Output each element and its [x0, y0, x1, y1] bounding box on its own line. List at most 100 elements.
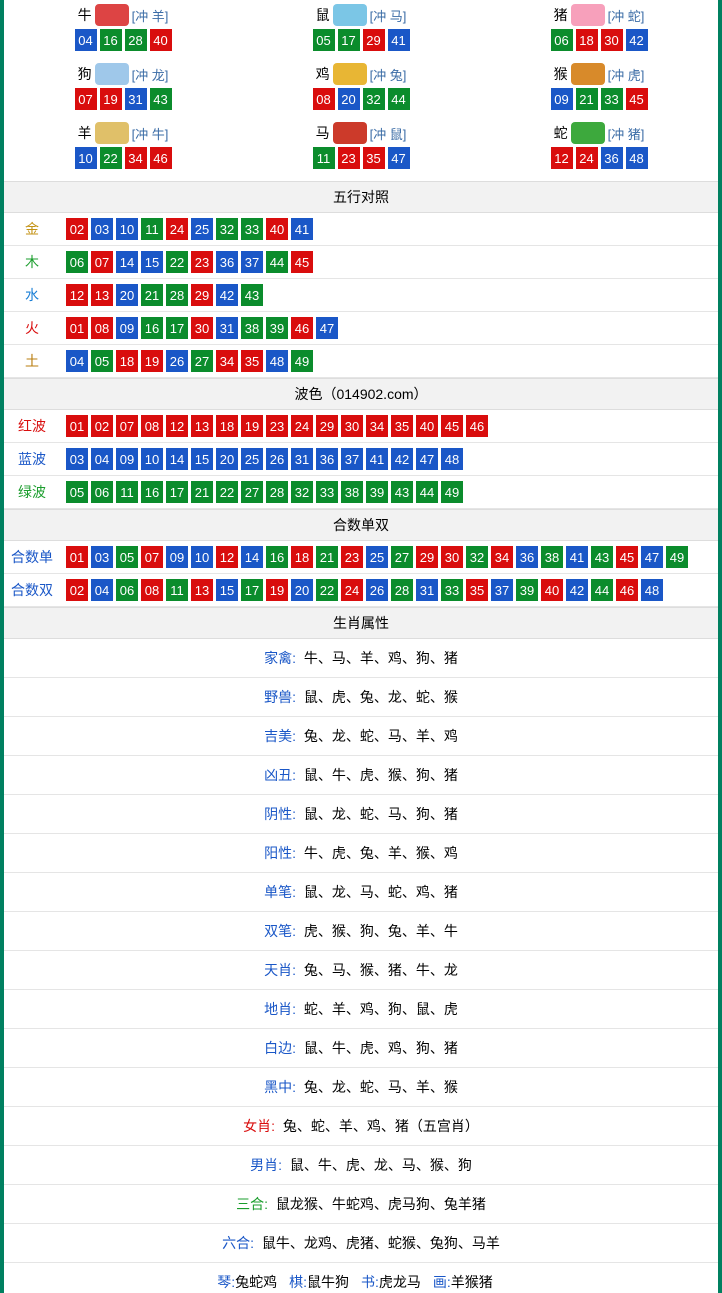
attr-value: 鼠、虎、兔、龙、蛇、猴	[300, 689, 458, 705]
zodiac-cell-羊: 羊[冲 牛]10223446	[4, 120, 242, 175]
row-key: 土	[4, 345, 60, 378]
zodiac-name: 羊	[78, 123, 92, 143]
num-16: 16	[100, 29, 122, 51]
num-46: 46	[150, 147, 172, 169]
num-33: 33	[441, 579, 463, 601]
num-38: 38	[241, 317, 263, 339]
num-49: 49	[666, 546, 688, 568]
num-32: 32	[291, 481, 313, 503]
num-33: 33	[601, 88, 623, 110]
num-43: 43	[391, 481, 413, 503]
zodiac-cell-鸡: 鸡[冲 兔]08203244	[242, 61, 480, 116]
num-23: 23	[341, 546, 363, 568]
num-21: 21	[316, 546, 338, 568]
num-29: 29	[416, 546, 438, 568]
attr-value: 兔、龙、蛇、马、羊、鸡	[300, 728, 458, 744]
num-37: 37	[341, 448, 363, 470]
num-23: 23	[338, 147, 360, 169]
attr-row: 六合: 鼠牛、龙鸡、虎猪、蛇猴、兔狗、马羊	[4, 1224, 718, 1263]
attr-value: 牛、虎、兔、羊、猴、鸡	[300, 845, 458, 861]
row-key: 金	[4, 213, 60, 246]
zodiac-name: 狗	[78, 64, 92, 84]
bottom-value: 虎龙马	[379, 1274, 421, 1290]
num-47: 47	[388, 147, 410, 169]
num-27: 27	[391, 546, 413, 568]
num-27: 27	[241, 481, 263, 503]
num-48: 48	[641, 579, 663, 601]
num-42: 42	[216, 284, 238, 306]
zodiac-name: 马	[316, 123, 330, 143]
attr-value: 鼠牛、龙鸡、虎猪、蛇猴、兔狗、马羊	[258, 1235, 500, 1251]
num-31: 31	[416, 579, 438, 601]
attr-label: 六合:	[222, 1235, 254, 1251]
num-05: 05	[91, 350, 113, 372]
num-02: 02	[91, 415, 113, 437]
attr-label: 家禽:	[264, 650, 296, 666]
row-nums: 04051819262734354849	[60, 345, 718, 377]
num-14: 14	[166, 448, 188, 470]
num-05: 05	[66, 481, 88, 503]
num-25: 25	[241, 448, 263, 470]
zodiac-nums: 11233547	[242, 147, 480, 169]
num-16: 16	[141, 317, 163, 339]
num-27: 27	[191, 350, 213, 372]
attr-row: 吉美: 兔、龙、蛇、马、羊、鸡	[4, 717, 718, 756]
num-35: 35	[241, 350, 263, 372]
zodiac-cell-狗: 狗[冲 龙]07193143	[4, 61, 242, 116]
num-24: 24	[341, 579, 363, 601]
attr-row: 阳性: 牛、虎、兔、羊、猴、鸡	[4, 834, 718, 873]
row-key: 合数双	[4, 574, 60, 607]
table-row: 土04051819262734354849	[4, 345, 718, 378]
num-37: 37	[241, 251, 263, 273]
num-45: 45	[291, 251, 313, 273]
num-11: 11	[116, 481, 138, 503]
table-row: 水1213202128294243	[4, 279, 718, 312]
num-17: 17	[338, 29, 360, 51]
num-20: 20	[116, 284, 138, 306]
num-01: 01	[66, 317, 88, 339]
num-32: 32	[216, 218, 238, 240]
zodiac-nums: 09213345	[480, 88, 718, 110]
num-24: 24	[166, 218, 188, 240]
num-34: 34	[125, 147, 147, 169]
num-07: 07	[141, 546, 163, 568]
num-18: 18	[216, 415, 238, 437]
zodiac-cell-猪: 猪[冲 蛇]06183042	[480, 2, 718, 57]
zodiac-name: 鸡	[316, 64, 330, 84]
zodiac-icon	[95, 63, 129, 85]
bottom-label: 画:	[433, 1274, 451, 1290]
num-36: 36	[516, 546, 538, 568]
attr-label: 野兽:	[264, 689, 296, 705]
num-21: 21	[191, 481, 213, 503]
num-08: 08	[313, 88, 335, 110]
num-15: 15	[216, 579, 238, 601]
shuxing-list: 家禽: 牛、马、羊、鸡、狗、猪野兽: 鼠、虎、兔、龙、蛇、猴吉美: 兔、龙、蛇、…	[4, 639, 718, 1263]
row-key: 红波	[4, 410, 60, 443]
num-45: 45	[626, 88, 648, 110]
num-30: 30	[601, 29, 623, 51]
num-01: 01	[66, 546, 88, 568]
attr-row: 野兽: 鼠、虎、兔、龙、蛇、猴	[4, 678, 718, 717]
row-key: 水	[4, 279, 60, 312]
num-23: 23	[266, 415, 288, 437]
attr-row: 凶丑: 鼠、牛、虎、猴、狗、猪	[4, 756, 718, 795]
page-container: 牛[冲 羊]04162840鼠[冲 马]05172941猪[冲 蛇]061830…	[0, 0, 722, 1293]
num-04: 04	[91, 579, 113, 601]
num-47: 47	[416, 448, 438, 470]
table-row: 蓝波03040910141520252631363741424748	[4, 443, 718, 476]
attr-value: 虎、猴、狗、兔、羊、牛	[300, 923, 458, 939]
num-07: 07	[91, 251, 113, 273]
zodiac-nums: 07193143	[4, 88, 242, 110]
num-34: 34	[491, 546, 513, 568]
wuxing-table: 金02031011242532334041木060714152223363744…	[4, 213, 718, 378]
attr-value: 鼠龙猴、牛蛇鸡、虎马狗、兔羊猪	[272, 1196, 486, 1212]
num-33: 33	[316, 481, 338, 503]
num-17: 17	[166, 481, 188, 503]
attr-label: 阴性:	[264, 806, 296, 822]
zodiac-conflict: [冲 兔]	[370, 65, 407, 84]
row-nums: 0108091617303138394647	[60, 312, 718, 344]
num-03: 03	[91, 218, 113, 240]
bottom-value: 兔蛇鸡	[235, 1274, 277, 1290]
num-09: 09	[116, 317, 138, 339]
num-22: 22	[316, 579, 338, 601]
